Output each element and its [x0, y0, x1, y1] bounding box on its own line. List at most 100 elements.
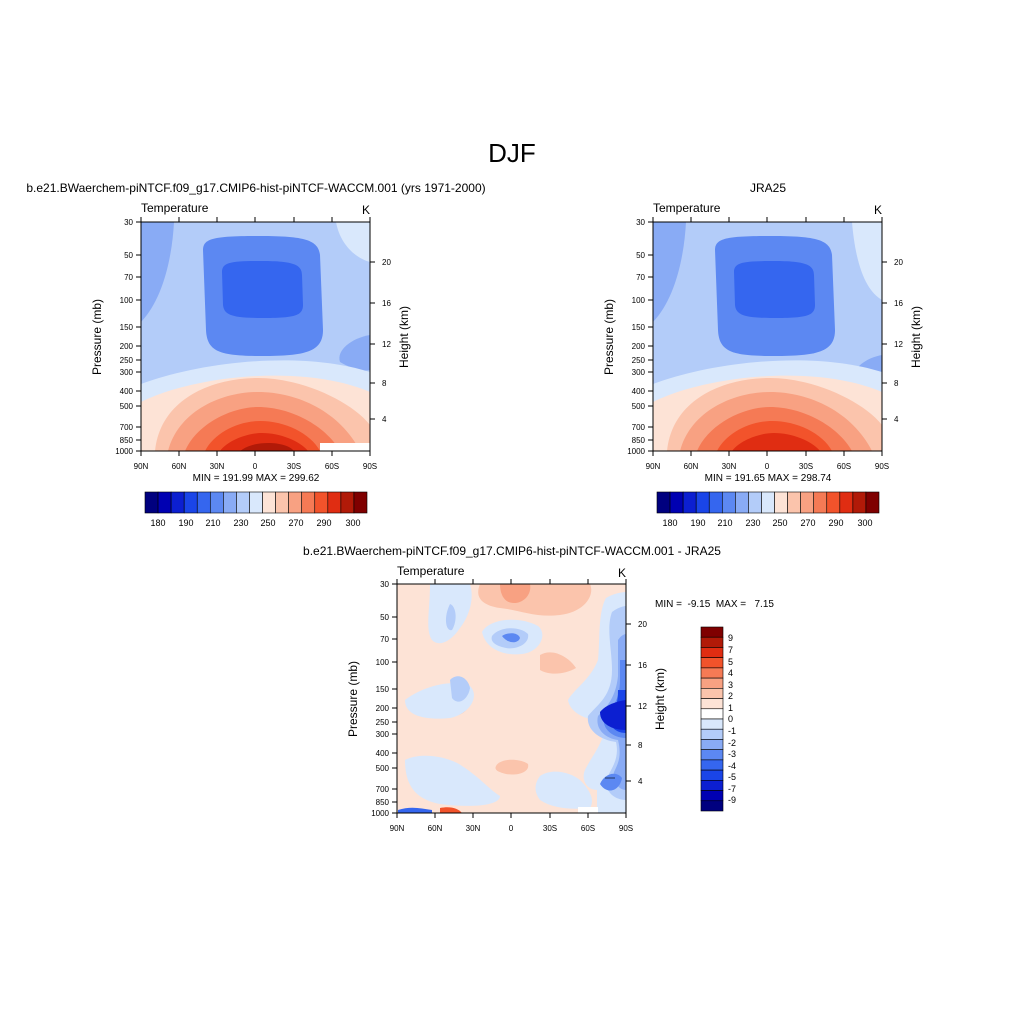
y2-tick-label: 4: [382, 415, 387, 424]
page-title: DJF: [488, 138, 536, 168]
y2-tick-label: 4: [894, 415, 899, 424]
colorbar-label: 230: [745, 518, 760, 528]
colorbar-swatch: [288, 491, 303, 514]
x-tick-label: 0: [253, 462, 258, 471]
panel-difference-ylabel: Pressure (mb): [346, 661, 360, 737]
x-tick-label: 90N: [646, 462, 661, 471]
colorbar-label: 230: [233, 518, 248, 528]
panel-difference: b.e21.BWaerchem-piNTCF.f09_g17.CMIP6-his…: [303, 544, 774, 833]
colorbar-label: 180: [662, 518, 677, 528]
x-tick-label: 90S: [875, 462, 889, 471]
colorbar-label: 180: [150, 518, 165, 528]
panel-model: b.e21.BWaerchem-piNTCF.f09_g17.CMIP6-his…: [26, 181, 485, 528]
colorbar-label: 300: [345, 518, 360, 528]
panel-difference-colorbar: [700, 626, 724, 812]
colorbar-label: 3: [728, 680, 733, 690]
colorbar-swatch: [196, 491, 211, 514]
y-tick-label: 700: [632, 423, 646, 432]
y2-tick-label: 16: [894, 299, 903, 308]
panel-model-left-ticks: [136, 217, 375, 456]
panel-reference-x-axis: 90N 60N 30N 0 30S 60S 90S: [646, 462, 889, 471]
y-tick-label: 30: [636, 218, 645, 227]
panel-difference-field: [397, 584, 626, 813]
colorbar-swatch: [800, 491, 815, 514]
colorbar-swatch: [700, 800, 724, 812]
colorbar-swatch: [695, 491, 710, 514]
y-tick-label: 100: [632, 296, 646, 305]
panel-model-stats: MIN = 191.99 MAX = 299.62: [193, 473, 320, 484]
colorbar-swatch: [700, 769, 724, 781]
panel-model-colorbar-labels: 180 190 210 230 250 270 290 300: [150, 518, 360, 528]
colorbar-swatch: [735, 491, 749, 514]
x-tick-label: 90S: [619, 824, 633, 833]
panel-difference-ticks: [392, 579, 631, 818]
y-tick-label: 850: [120, 436, 134, 445]
x-tick-label: 90N: [390, 824, 405, 833]
y-tick-label: 50: [636, 251, 645, 260]
colorbar-label: 300: [857, 518, 872, 528]
y-tick-label: 850: [376, 798, 390, 807]
panel-model-x-axis: 90N 60N 30N 0 30S 60S 90S: [134, 462, 377, 471]
y-tick-label: 1000: [627, 447, 645, 456]
colorbar-swatch: [761, 491, 775, 514]
y-tick-label: 400: [120, 387, 134, 396]
colorbar-swatch: [157, 491, 172, 514]
colorbar-label: 4: [728, 668, 733, 678]
colorbar-swatch: [262, 491, 276, 514]
colorbar-swatch: [787, 491, 801, 514]
colorbar-label: 190: [178, 518, 193, 528]
y-tick-label: 500: [376, 764, 390, 773]
panel-difference-colorbar-labels: 9 7 5 4 3 2 1 0 -1 -2 -3 -4 -5 -7 -9: [728, 633, 736, 805]
panel-reference-ylabel: Pressure (mb): [602, 299, 616, 375]
colorbar-label: 1: [728, 703, 733, 713]
colorbar-swatch: [839, 491, 854, 514]
panel-reference-left-label: Temperature: [653, 201, 721, 215]
colorbar-label: 290: [316, 518, 331, 528]
y-tick-label: 70: [380, 635, 389, 644]
x-tick-label: 30S: [543, 824, 557, 833]
panel-difference-left-label: Temperature: [397, 564, 465, 578]
y-tick-label: 50: [124, 251, 133, 260]
x-tick-label: 60N: [172, 462, 187, 471]
colorbar-label: -4: [728, 761, 736, 771]
x-tick-label: 60S: [325, 462, 339, 471]
panel-difference-units: K: [618, 566, 626, 580]
panel-difference-x-axis: 90N 60N 30N 0 30S 60S 90S: [390, 824, 633, 833]
colorbar-swatch: [223, 491, 237, 514]
colorbar-label: 270: [288, 518, 303, 528]
panel-reference-stats: MIN = 191.65 MAX = 298.74: [705, 473, 832, 484]
colorbar-label: 210: [717, 518, 732, 528]
y-tick-label: 400: [632, 387, 646, 396]
panel-difference-y2label: Height (km): [653, 668, 667, 730]
panel-difference-left-axis: 30 50 70 100 150 200 250 300 400 500 700…: [371, 580, 389, 818]
y-tick-label: 200: [120, 342, 134, 351]
colorbar-swatch: [700, 749, 724, 761]
y2-tick-label: 20: [382, 258, 391, 267]
panel-difference-stats: MIN = -9.15 MAX = 7.15: [655, 599, 774, 610]
x-tick-label: 60S: [581, 824, 595, 833]
panel-reference: JRA25 Temperature K 30 50 70 100 150 200: [602, 181, 923, 528]
x-tick-label: 0: [765, 462, 770, 471]
colorbar-swatch: [813, 491, 828, 514]
panel-model-units: K: [362, 203, 370, 217]
y2-tick-label: 16: [638, 661, 647, 670]
y-tick-label: 500: [120, 402, 134, 411]
colorbar-swatch: [700, 688, 724, 699]
colorbar-swatch: [721, 491, 736, 514]
panel-model-colorbar: [144, 491, 368, 514]
y-tick-label: 850: [632, 436, 646, 445]
colorbar-label: 2: [728, 691, 733, 701]
x-tick-label: 30S: [799, 462, 813, 471]
colorbar-label: 270: [800, 518, 815, 528]
panel-model-ylabel: Pressure (mb): [90, 299, 104, 375]
panel-model-right-axis: 20 16 12 8 4: [382, 258, 391, 424]
panel-reference-field: [653, 222, 882, 451]
colorbar-label: -1: [728, 726, 736, 736]
x-tick-label: 60S: [837, 462, 851, 471]
y-tick-label: 300: [120, 368, 134, 377]
y2-tick-label: 8: [638, 741, 643, 750]
colorbar-swatch: [656, 491, 671, 514]
colorbar-swatch: [865, 491, 880, 514]
x-tick-label: 60N: [684, 462, 699, 471]
